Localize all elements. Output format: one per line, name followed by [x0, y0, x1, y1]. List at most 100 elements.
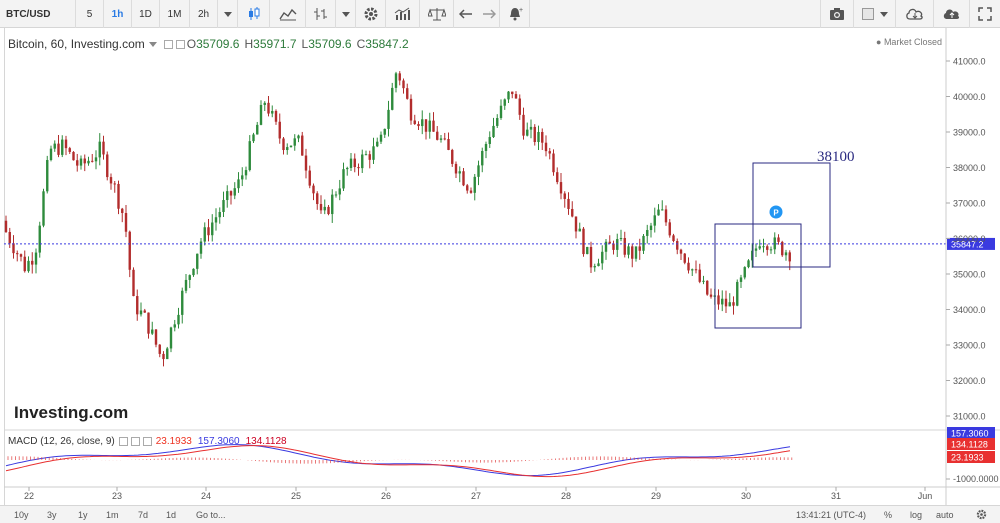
symbol-input[interactable]: BTC/USD	[0, 0, 76, 28]
bars-button[interactable]	[306, 0, 336, 28]
candle-body	[316, 193, 319, 205]
candle-body	[428, 120, 431, 132]
candle-body	[203, 227, 206, 242]
candle-body	[409, 98, 413, 121]
macd-visibility-toggle[interactable]	[118, 437, 128, 446]
range-1d[interactable]: 1d	[166, 506, 176, 523]
chart-type-dropdown[interactable]	[336, 0, 356, 28]
range-label: 1m	[106, 509, 119, 520]
candle-body	[631, 246, 634, 259]
goto-button[interactable]: Go to...	[196, 506, 226, 523]
candle-body	[556, 172, 559, 183]
timeframe-1m[interactable]: 1M	[160, 0, 190, 28]
timeframe-5[interactable]: 5	[76, 0, 104, 28]
macd-tag-macd	[947, 427, 995, 439]
candles-button[interactable]	[238, 0, 270, 28]
investing-logo: Investing.com	[14, 403, 128, 422]
fullscreen-icon	[978, 7, 992, 21]
time-tick-label: 25	[291, 491, 301, 501]
settings-toggle[interactable]	[175, 39, 185, 49]
visibility-toggle[interactable]	[163, 39, 173, 49]
candle-body	[106, 154, 109, 178]
candle-body	[68, 148, 71, 152]
range-10y[interactable]: 10y	[14, 506, 29, 523]
percent-toggle[interactable]: %	[884, 506, 892, 523]
candle-body	[747, 260, 750, 268]
candle-body	[698, 269, 701, 282]
screenshot-button[interactable]	[820, 0, 854, 28]
candle-body	[601, 251, 604, 264]
range-7d[interactable]: 7d	[138, 506, 148, 523]
candle-body	[297, 135, 300, 139]
settings-button[interactable]	[356, 0, 386, 28]
candle-body	[4, 220, 8, 232]
candle-body	[188, 275, 191, 280]
compare-button[interactable]	[420, 0, 454, 28]
chevron-down-icon[interactable]	[148, 41, 157, 47]
bottom-settings-button[interactable]	[976, 506, 987, 523]
fullscreen-button[interactable]	[970, 0, 1000, 28]
chart-type-button[interactable]	[270, 0, 306, 28]
undo-button[interactable]	[454, 0, 478, 28]
candle-body	[181, 290, 184, 315]
load-cloud-button[interactable]	[934, 0, 970, 28]
price-tick-label: 34000.0	[953, 305, 986, 315]
candle-body	[46, 160, 49, 192]
timeframe-dropdown[interactable]	[218, 0, 238, 28]
timeframe-1d[interactable]: 1D	[132, 0, 160, 28]
candle-body	[263, 102, 266, 105]
candle-body	[23, 256, 26, 272]
range-label: 3y	[47, 509, 57, 520]
candle-body	[147, 312, 150, 334]
event-marker-label: P	[773, 209, 779, 218]
current-price-tag	[947, 237, 995, 250]
candle-body	[368, 154, 371, 160]
candle-body	[124, 213, 128, 232]
candle-body	[646, 230, 649, 236]
candle-body	[143, 310, 146, 313]
candle-body	[623, 238, 626, 255]
macd-remove-toggle[interactable]	[142, 437, 152, 446]
range-3y[interactable]: 3y	[47, 506, 57, 523]
candle-body	[16, 253, 19, 255]
timeframe-1h[interactable]: 1h	[104, 0, 132, 28]
candle-body	[394, 73, 398, 88]
candle-body	[627, 246, 630, 255]
symbol-label: BTC/USD	[6, 8, 51, 20]
price-tick-label: 33000.0	[953, 341, 986, 351]
candle-body	[773, 237, 776, 250]
candle-body	[758, 246, 761, 249]
candle-body	[638, 246, 641, 251]
range-1m[interactable]: 1m	[106, 506, 119, 523]
candle-body	[301, 135, 304, 156]
candle-body	[334, 194, 338, 196]
price-tick-label: 32000.0	[953, 376, 986, 386]
candle-body	[8, 231, 11, 244]
macd-axis-tick: -1000.0000	[953, 474, 999, 484]
studies-button[interactable]	[386, 0, 420, 28]
auto-toggle[interactable]: auto	[936, 506, 954, 523]
color-picker[interactable]	[854, 0, 896, 28]
candle-body	[552, 153, 555, 173]
candle-body	[327, 206, 330, 215]
timeframe-2h[interactable]: 2h	[190, 0, 218, 28]
chart-legend: Bitcoin, 60, Investing.com O 35709.6 H 359…	[8, 36, 412, 52]
log-toggle[interactable]: log	[910, 506, 922, 523]
save-cloud-button[interactable]	[896, 0, 934, 28]
range-1y[interactable]: 1y	[78, 506, 88, 523]
macd-settings-toggle[interactable]	[130, 437, 140, 446]
time-tick-label: 31	[831, 491, 841, 501]
candle-body	[199, 241, 203, 254]
candle-body	[282, 138, 285, 151]
candle-body	[57, 143, 60, 155]
redo-button[interactable]	[478, 0, 500, 28]
alert-button[interactable]: +	[500, 0, 530, 28]
candle-body	[436, 131, 439, 140]
candle-body	[544, 142, 548, 152]
candle-body	[533, 126, 536, 143]
candle-body	[218, 211, 221, 218]
candle-body	[406, 88, 409, 99]
chevron-down-icon	[879, 11, 888, 17]
candle-body	[567, 198, 570, 209]
